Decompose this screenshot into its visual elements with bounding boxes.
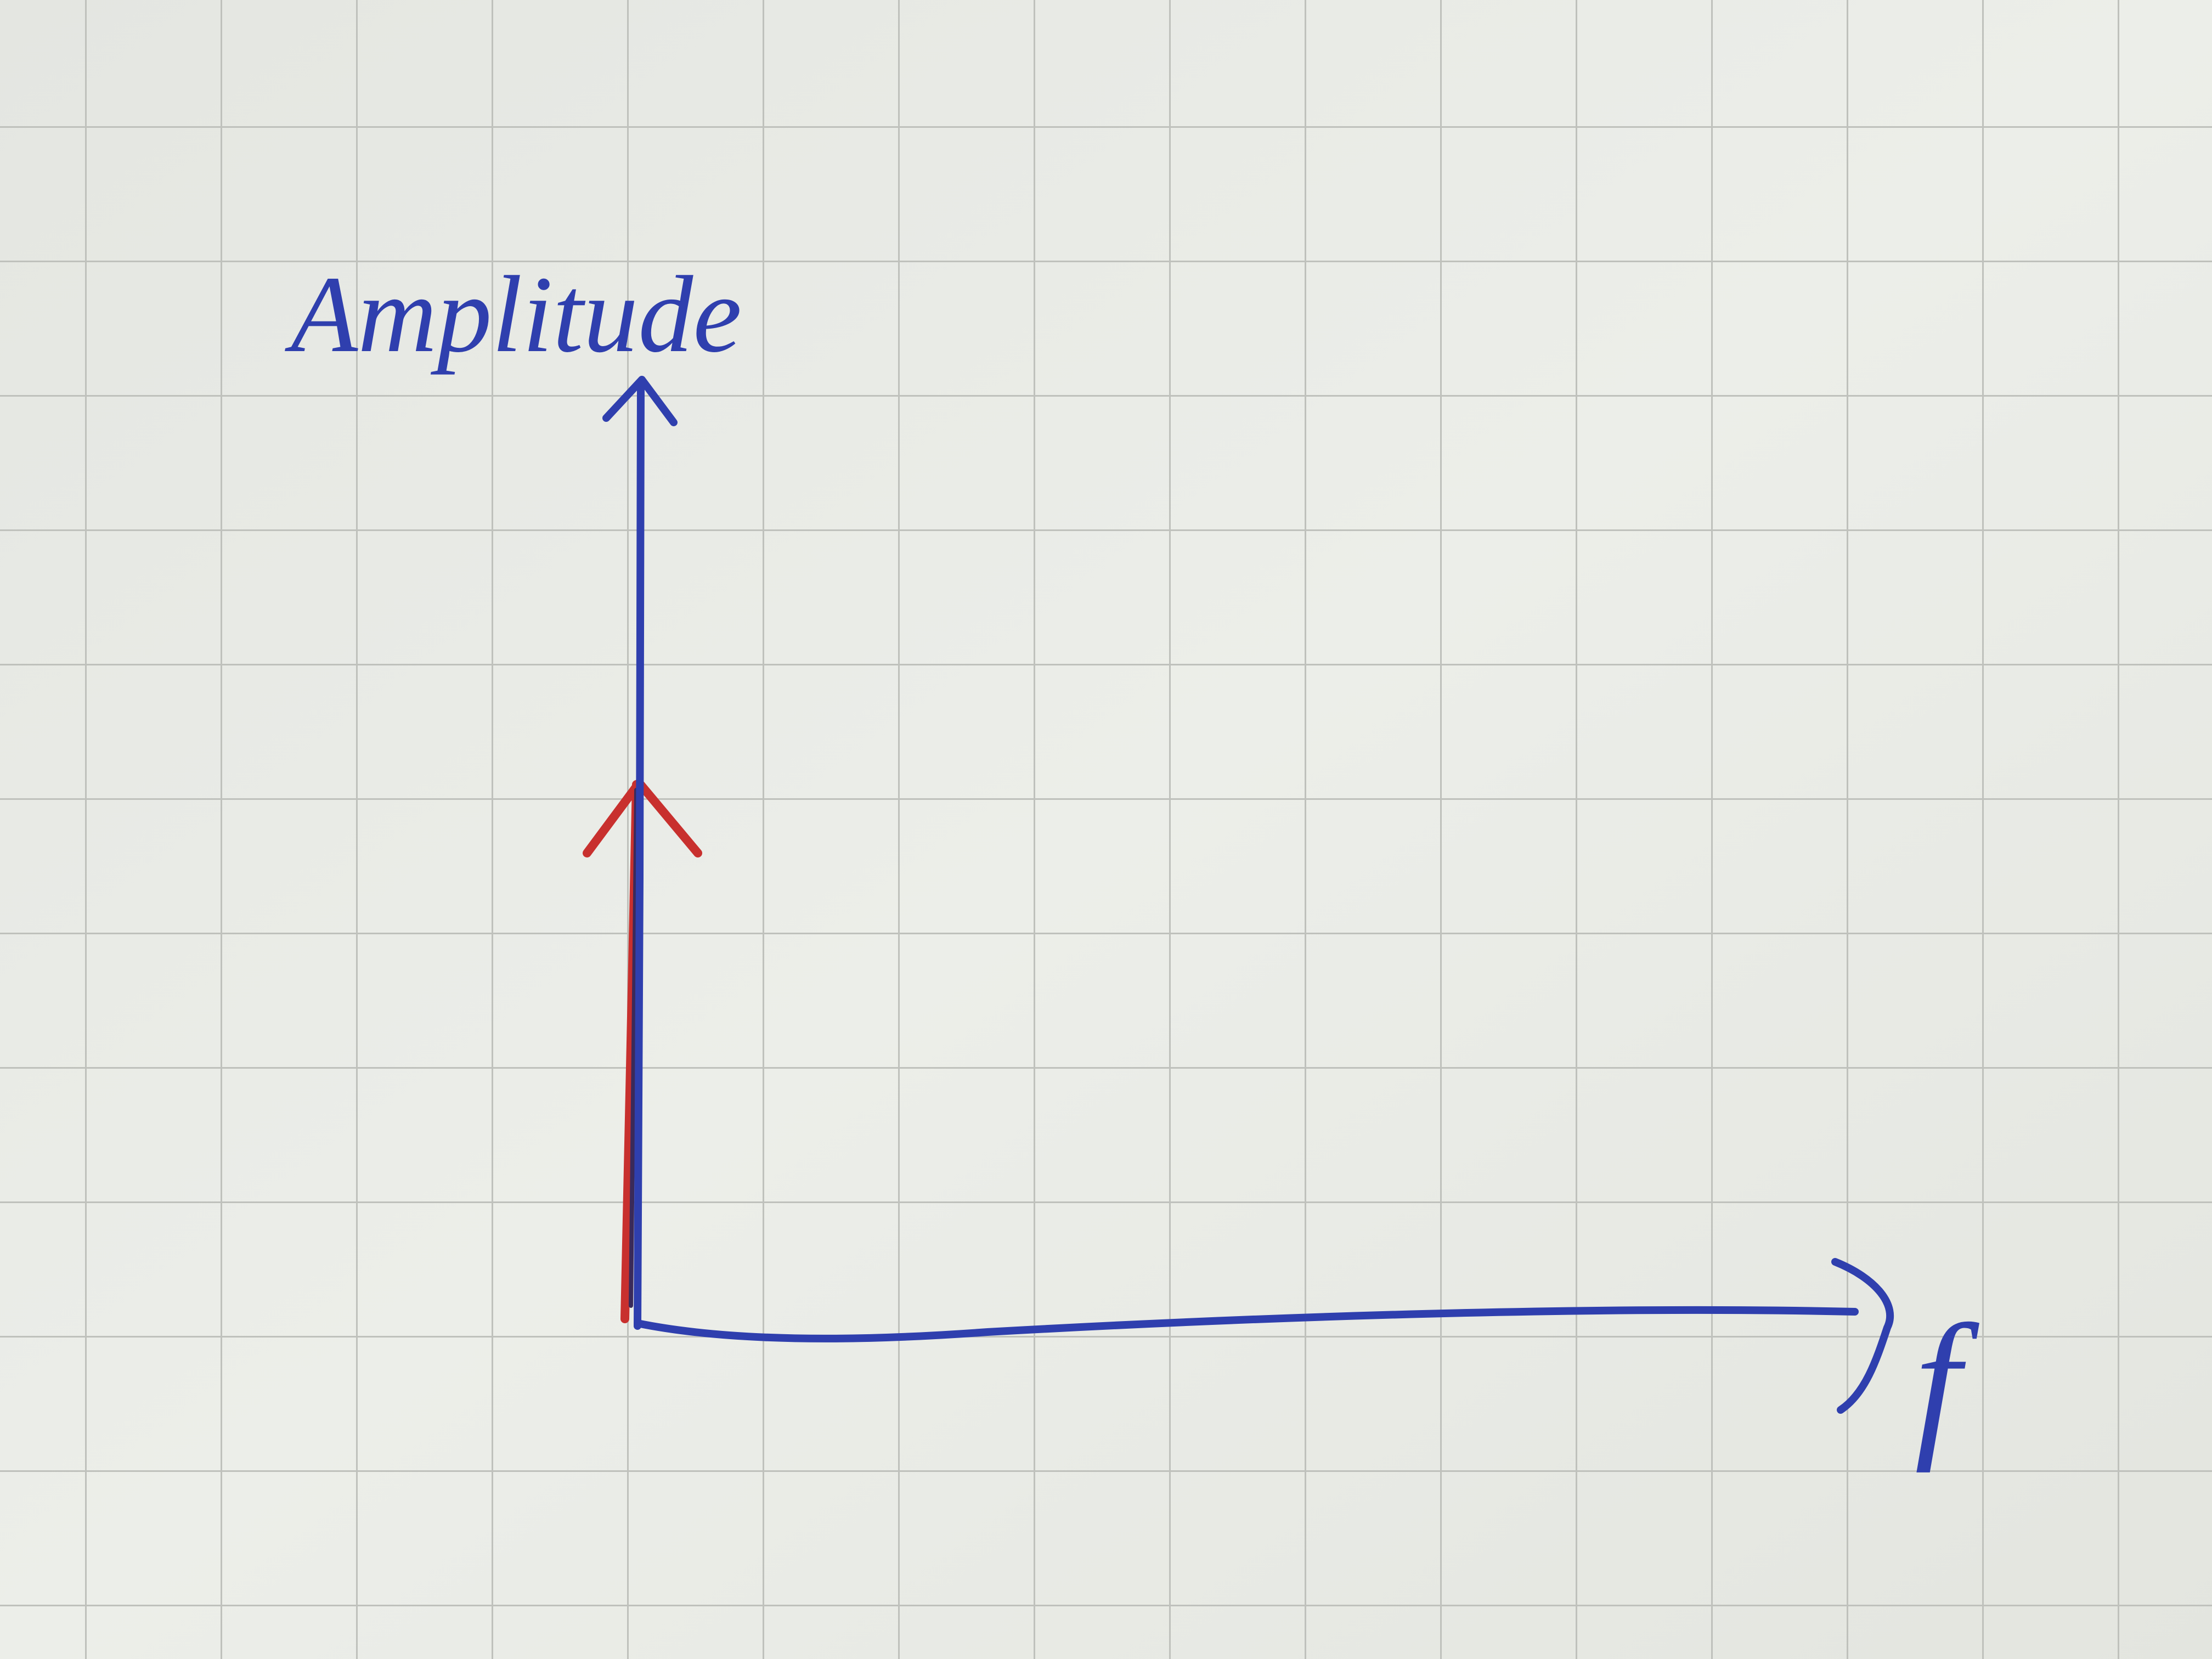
overlap-stroke [629, 788, 639, 1308]
y-axis-arrow [602, 376, 678, 426]
y-axis-label: Amplitude [285, 254, 742, 375]
x-axis [634, 1306, 1859, 1342]
y-axis [634, 380, 645, 1330]
x-axis-arrow [1831, 1258, 1894, 1414]
